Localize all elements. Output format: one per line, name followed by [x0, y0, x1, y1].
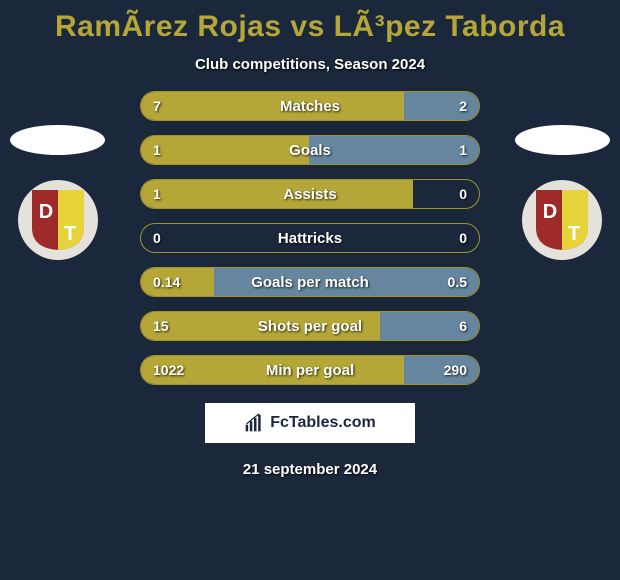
- row-label: Shots per goal: [141, 312, 479, 340]
- page-subtitle: Club competitions, Season 2024: [0, 56, 620, 73]
- brand-footer: FcTables.com: [205, 403, 415, 443]
- svg-text:D: D: [543, 201, 557, 223]
- stat-row: 0.140.5Goals per match: [140, 267, 480, 297]
- svg-text:T: T: [568, 223, 580, 245]
- svg-text:T: T: [64, 223, 76, 245]
- page-title: RamÃ­rez Rojas vs LÃ³pez Taborda: [0, 0, 620, 44]
- row-label: Matches: [141, 92, 479, 120]
- stat-row: 11Goals: [140, 135, 480, 165]
- row-label: Assists: [141, 180, 479, 208]
- shield-icon: D T: [536, 190, 588, 250]
- stat-row: 1022290Min per goal: [140, 355, 480, 385]
- brand-text: FcTables.com: [270, 414, 376, 432]
- row-label: Goals per match: [141, 268, 479, 296]
- row-label: Hattricks: [141, 224, 479, 252]
- stat-row: 00Hattricks: [140, 223, 480, 253]
- shield-icon: D T: [32, 190, 84, 250]
- row-label: Goals: [141, 136, 479, 164]
- row-label: Min per goal: [141, 356, 479, 384]
- stat-row: 72Matches: [140, 91, 480, 121]
- player-left-oval: [10, 125, 105, 155]
- chart-icon: [244, 413, 264, 433]
- team-badge-right: D T: [522, 180, 602, 260]
- player-right-oval: [515, 125, 610, 155]
- stat-row: 10Assists: [140, 179, 480, 209]
- svg-text:D: D: [39, 201, 53, 223]
- stat-row: 156Shots per goal: [140, 311, 480, 341]
- team-badge-left: D T: [18, 180, 98, 260]
- date-text: 21 september 2024: [0, 461, 620, 478]
